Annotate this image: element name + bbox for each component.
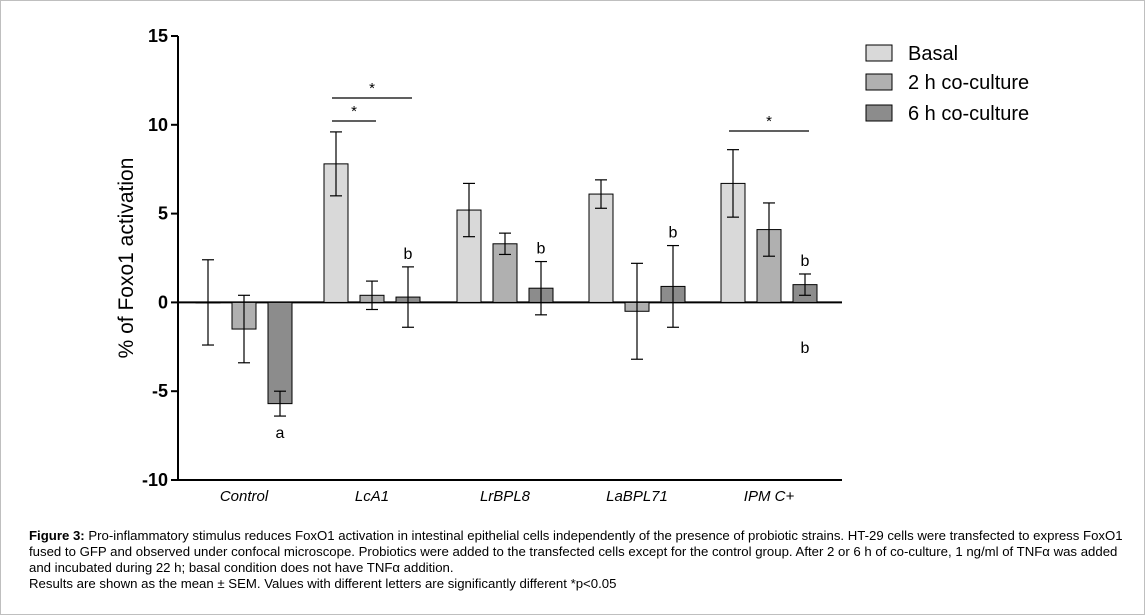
y-axis-title: % of Foxo1 activation bbox=[115, 158, 138, 359]
legend-label: 6 h co-culture bbox=[908, 103, 1029, 125]
letter-annotation: b bbox=[801, 253, 810, 270]
y-tick-label: 15 bbox=[148, 26, 168, 46]
bar-chart: 15 10 5 0 -5 -10 % of Foxo1 activation Control L… bbox=[115, 26, 1029, 505]
x-category-label: LaBPL71 bbox=[606, 488, 668, 505]
letter-annotation: b bbox=[801, 340, 810, 357]
letter-annotation: a bbox=[276, 425, 285, 442]
legend-label: 2 h co-culture bbox=[908, 72, 1029, 94]
legend-swatch bbox=[865, 104, 893, 122]
bar bbox=[588, 193, 614, 303]
y-tick-label: 5 bbox=[158, 204, 168, 224]
legend-swatch bbox=[865, 73, 893, 91]
y-tick-label: 10 bbox=[148, 115, 168, 135]
legend-swatch bbox=[865, 44, 893, 62]
significance-star: * bbox=[369, 80, 375, 97]
y-tick-label: 0 bbox=[158, 292, 168, 312]
x-category-label: Control bbox=[220, 488, 269, 505]
letter-annotation: b bbox=[404, 246, 413, 263]
significance-star: * bbox=[351, 103, 357, 120]
bar bbox=[267, 301, 293, 405]
figure-caption: Figure 3: Pro-inflammatory stimulus redu… bbox=[29, 528, 1124, 592]
x-category-label: LcA1 bbox=[355, 488, 389, 505]
bar bbox=[492, 243, 518, 303]
y-tick-label: -10 bbox=[142, 470, 168, 490]
legend-label: Basal bbox=[908, 43, 958, 65]
letter-annotation: b bbox=[537, 241, 546, 258]
y-tick-label: -5 bbox=[152, 381, 168, 401]
caption-label: Figure 3: bbox=[29, 528, 85, 543]
x-category-label: IPM C+ bbox=[744, 488, 795, 505]
letter-annotation: b bbox=[669, 225, 678, 242]
caption-note: Results are shown as the mean ± SEM. Val… bbox=[29, 576, 617, 591]
x-category-label: LrBPL8 bbox=[480, 488, 531, 505]
significance-star: * bbox=[766, 113, 772, 130]
caption-text: Pro-inflammatory stimulus reduces FoxO1 … bbox=[29, 528, 1123, 575]
